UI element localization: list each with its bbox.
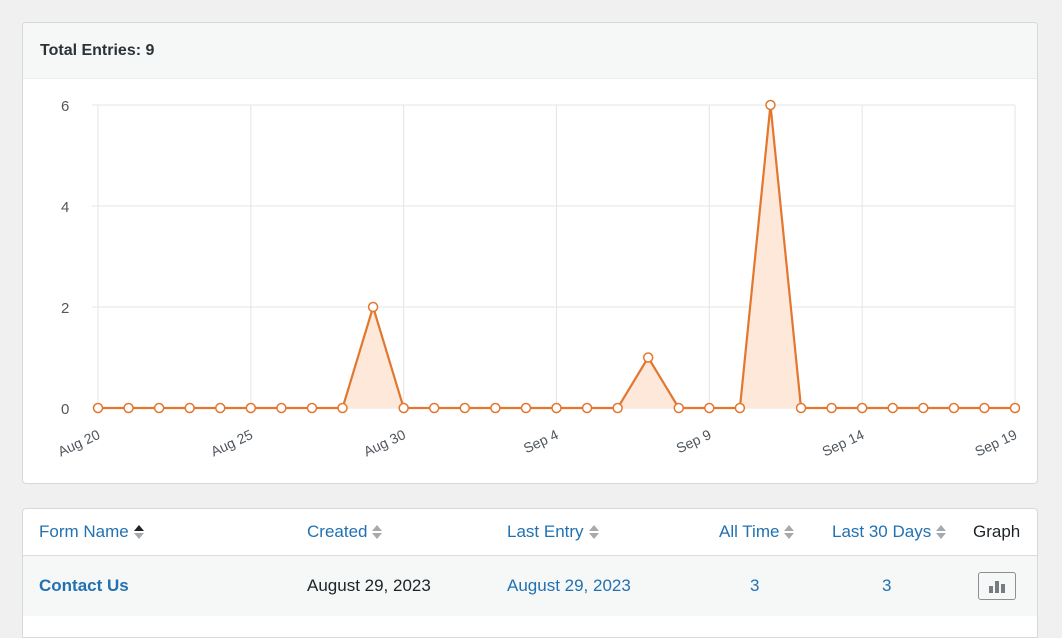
column-header-all-time[interactable]: All Time [719, 522, 795, 542]
sort-arrows-icon[interactable] [784, 525, 795, 539]
column-header-graph: Graph [973, 522, 1021, 541]
column-header-form-name[interactable]: Form Name [39, 522, 144, 542]
view-graph-button[interactable] [978, 572, 1016, 600]
data-point [765, 99, 776, 111]
x-tick-label: Sep 4 [521, 426, 561, 456]
series-area [98, 105, 1015, 408]
x-tick-label: Sep 14 [819, 426, 866, 459]
x-tick-label: Aug 30 [361, 426, 408, 459]
y-tick-label: 2 [61, 300, 69, 317]
sort-arrows-icon[interactable] [372, 525, 383, 539]
y-tick-label: 6 [61, 98, 69, 115]
sort-arrows-icon[interactable] [936, 525, 947, 539]
last-30-days-count-link[interactable]: 3 [882, 576, 892, 595]
table-row: Contact Us August 29, 2023 August 29, 20… [23, 556, 1037, 616]
data-point [245, 402, 257, 414]
entries-chart-panel: Total Entries: 9 0 2 4 6 Aug 20 Aug 25 Aug 30 S… [22, 22, 1038, 484]
data-point [367, 301, 379, 313]
data-point [704, 402, 715, 414]
data-point [520, 402, 532, 414]
x-tick-label: Aug 25 [208, 426, 255, 459]
total-entries-title: Total Entries: 9 [23, 23, 1037, 79]
sort-arrows-icon[interactable] [588, 525, 599, 539]
last-entry-link[interactable]: August 29, 2023 [507, 576, 631, 595]
data-point [490, 402, 501, 414]
data-point [398, 402, 409, 414]
bar-chart-icon [989, 581, 1005, 593]
data-point [673, 402, 685, 414]
data-point [856, 402, 868, 414]
data-point [612, 402, 623, 414]
data-point [459, 402, 471, 414]
data-point [306, 402, 318, 414]
data-point [948, 402, 960, 414]
form-name-link[interactable]: Contact Us [39, 576, 129, 595]
data-point [123, 402, 134, 414]
data-point [215, 402, 226, 414]
column-header-last-30-days[interactable]: Last 30 Days [832, 522, 947, 542]
column-header-created[interactable]: Created [307, 522, 383, 542]
data-point [826, 402, 837, 414]
data-point [92, 402, 104, 414]
x-tick-label: Sep 19 [972, 426, 1019, 459]
x-tick-label: Sep 9 [674, 426, 714, 456]
data-point [581, 402, 593, 414]
y-tick-label: 0 [61, 401, 69, 418]
data-point [887, 402, 898, 414]
data-point [153, 402, 165, 414]
data-point [276, 402, 287, 414]
data-point [734, 402, 746, 414]
data-point [795, 402, 807, 414]
data-point [428, 402, 440, 414]
data-point [979, 402, 990, 414]
y-tick-label: 4 [61, 199, 69, 216]
data-point [918, 402, 929, 414]
data-point [642, 352, 654, 363]
data-point [1009, 402, 1021, 414]
x-tick-label: Aug 20 [55, 426, 102, 459]
sort-arrows-icon[interactable] [133, 525, 144, 539]
data-point [184, 402, 195, 414]
all-time-count-link[interactable]: 3 [750, 576, 760, 595]
data-point [337, 402, 348, 414]
table-header: Form Name Created Last Entry All Time La… [23, 509, 1037, 556]
entries-line-chart: 0 2 4 6 Aug 20 Aug 25 Aug 30 Sep 4 Sep 9 Sep 14 Se… [55, 98, 1021, 459]
data-point [551, 402, 562, 414]
column-header-last-entry[interactable]: Last Entry [507, 522, 599, 542]
created-date: August 29, 2023 [307, 576, 431, 595]
forms-table: Form Name Created Last Entry All Time La… [22, 508, 1038, 638]
